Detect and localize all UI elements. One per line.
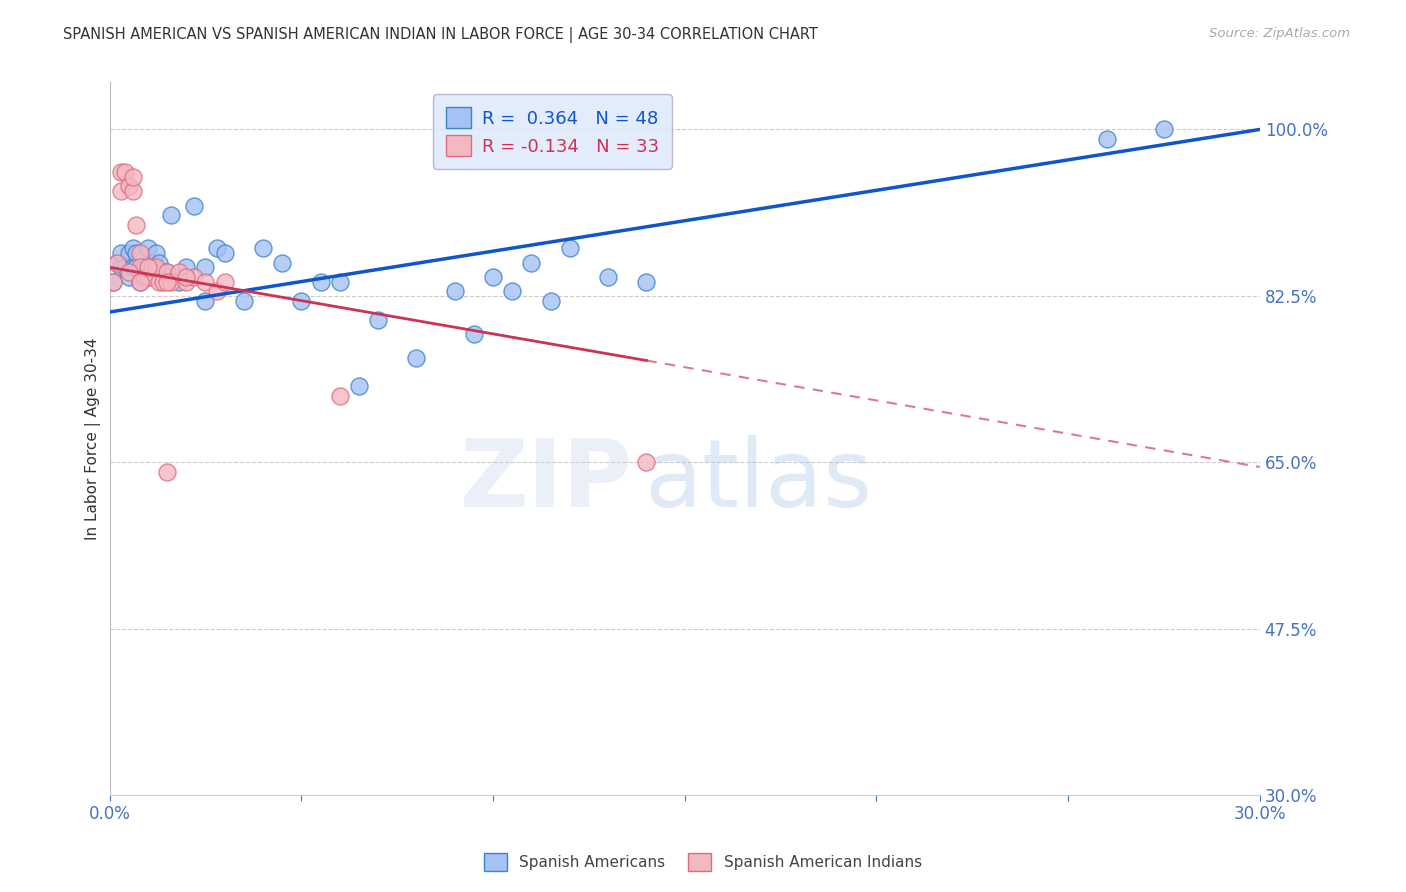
Point (167, 265, 190, 279)
Point (134, 260, 156, 275)
Point (136, 269, 159, 284)
Point (596, 269, 619, 284)
Point (367, 312, 389, 326)
Point (463, 326, 485, 341)
Point (134, 269, 156, 284)
Point (110, 184, 132, 198)
Point (145, 246, 167, 260)
Point (482, 269, 505, 284)
Point (129, 275, 152, 289)
Point (136, 241, 159, 255)
Point (129, 246, 152, 260)
Point (1153, 122, 1175, 136)
Point (145, 260, 167, 275)
Point (114, 260, 136, 275)
Point (176, 260, 198, 275)
Point (118, 246, 141, 260)
Point (156, 465, 179, 479)
Point (121, 260, 143, 275)
Point (121, 169, 143, 184)
Point (176, 269, 198, 284)
Point (205, 241, 228, 255)
Point (125, 218, 148, 232)
Point (152, 265, 174, 279)
Point (105, 255, 128, 269)
Text: atlas: atlas (644, 435, 873, 527)
Point (160, 275, 183, 289)
Point (110, 165, 132, 179)
Point (110, 246, 132, 260)
Text: SPANISH AMERICAN VS SPANISH AMERICAN INDIAN IN LABOR FORCE | AGE 30-34 CORRELATI: SPANISH AMERICAN VS SPANISH AMERICAN IND… (63, 27, 818, 43)
Point (271, 255, 294, 269)
Point (232, 293, 254, 308)
Point (105, 255, 128, 269)
Point (129, 260, 152, 275)
Point (183, 269, 205, 284)
Point (214, 275, 236, 289)
Point (309, 275, 332, 289)
Point (329, 389, 352, 403)
Point (148, 255, 170, 269)
Point (290, 293, 312, 308)
Point (125, 246, 148, 260)
Point (329, 275, 352, 289)
Point (141, 255, 163, 269)
Point (501, 284, 523, 298)
Point (176, 275, 198, 289)
Point (156, 265, 179, 279)
Point (160, 208, 183, 222)
Point (347, 379, 370, 393)
Point (103, 275, 125, 289)
Point (125, 260, 148, 275)
Text: ZIP: ZIP (460, 435, 633, 527)
Point (118, 265, 141, 279)
Point (636, 275, 658, 289)
Point (148, 275, 170, 289)
Point (156, 265, 179, 279)
Point (121, 184, 143, 198)
Y-axis label: In Labor Force | Age 30-34: In Labor Force | Age 30-34 (86, 337, 101, 540)
Point (136, 260, 159, 275)
Point (194, 260, 217, 275)
Point (194, 293, 217, 308)
Point (194, 275, 217, 289)
Point (558, 241, 581, 255)
Point (520, 255, 543, 269)
Legend: Spanish Americans, Spanish American Indians: Spanish Americans, Spanish American Indi… (478, 847, 928, 877)
Point (118, 179, 141, 194)
Point (252, 241, 274, 255)
Legend: R =  0.364   N = 48, R = -0.134   N = 33: R = 0.364 N = 48, R = -0.134 N = 33 (433, 95, 672, 169)
Point (636, 455, 658, 469)
Point (405, 351, 427, 365)
Point (1095, 132, 1118, 146)
Point (183, 198, 205, 212)
Point (103, 275, 125, 289)
Point (136, 269, 159, 284)
Point (110, 260, 132, 275)
Text: Source: ZipAtlas.com: Source: ZipAtlas.com (1209, 27, 1350, 40)
Point (443, 284, 465, 298)
Point (205, 284, 228, 298)
Point (118, 269, 141, 284)
Point (141, 260, 163, 275)
Point (540, 293, 562, 308)
Point (152, 275, 174, 289)
Point (129, 275, 152, 289)
Point (114, 165, 136, 179)
Point (167, 275, 190, 289)
Point (156, 275, 179, 289)
Point (214, 246, 236, 260)
Point (121, 241, 143, 255)
